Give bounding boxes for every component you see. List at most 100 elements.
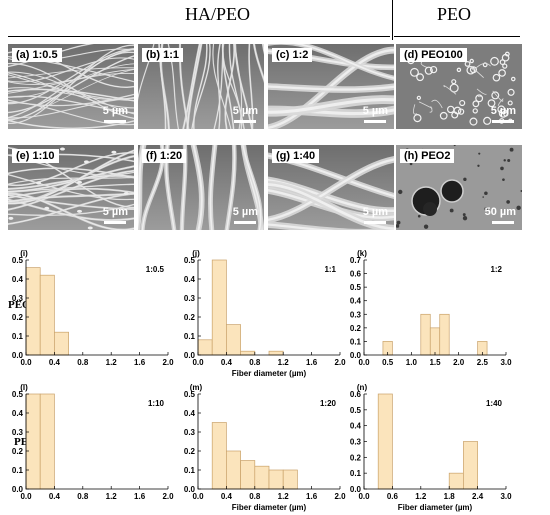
y-tick-label: 0.5 xyxy=(12,256,24,265)
y-tick-label: 0.1 xyxy=(350,337,362,346)
histogram-bar xyxy=(254,465,270,490)
y-tick-label: 0.4 xyxy=(12,409,24,418)
y-tick-label: 0.2 xyxy=(350,324,362,333)
y-tick-label: 0.2 xyxy=(12,313,24,322)
histogram-bar xyxy=(377,393,393,490)
sem-panel-label: (c) 1:2 xyxy=(272,48,313,62)
x-tick-label: 2.0 xyxy=(162,358,174,367)
y-tick-label: 0.3 xyxy=(184,294,196,303)
sem-panel: (g) 1:40 5 µm xyxy=(268,145,394,230)
sem-panel-label: (a) 1:0.5 xyxy=(12,48,62,62)
y-tick-label: 0.5 xyxy=(184,256,196,265)
sem-panel-label: (d) PEO100 xyxy=(400,48,467,62)
sem-panel: (c) 1:2 5 µm xyxy=(268,44,394,129)
y-tick-label: 0.0 xyxy=(12,485,24,494)
header-line-left xyxy=(8,36,390,37)
x-tick-label: 2.0 xyxy=(162,492,174,501)
x-tick-label: 1.2 xyxy=(106,492,118,501)
scale-bar xyxy=(492,221,514,224)
x-tick-label: 1.6 xyxy=(134,358,146,367)
scale-bar-label: 5 µm xyxy=(102,105,128,117)
histogram-bar xyxy=(39,393,55,490)
histogram-bar xyxy=(240,350,256,356)
ratio-annotation: 1:1 xyxy=(324,265,336,274)
histogram-bar xyxy=(211,422,227,490)
histogram-chart: 0.0 0.1 0.2 0.3 0.4 0.5 0.6 0.0 0.6 1.2 1.8 2.4 3.0 (… xyxy=(350,383,512,512)
ratio-annotation: 1:40 xyxy=(486,399,503,408)
scale-bar-label: 5 µm xyxy=(490,105,516,117)
scale-bar-label: 5 µm xyxy=(102,206,128,218)
panel-letter: (i) xyxy=(20,249,28,258)
x-tick-label: 0.6 xyxy=(387,492,399,501)
panel-letter: (k) xyxy=(357,249,367,258)
y-tick-label: 0.3 xyxy=(350,310,362,319)
scale-bar xyxy=(234,221,256,224)
x-tick-label: 1.2 xyxy=(415,492,427,501)
histogram-bar xyxy=(197,339,213,356)
y-tick-label: 0.6 xyxy=(350,390,362,399)
histogram-bar xyxy=(268,469,284,490)
x-tick-label: 0.8 xyxy=(249,358,261,367)
y-tick-label: 0.2 xyxy=(184,447,196,456)
x-axis-label: Fiber diameter (µm) xyxy=(232,369,307,378)
sem-panel: (h) PEO2 50 µm xyxy=(396,145,522,230)
y-tick-label: 0.2 xyxy=(184,313,196,322)
histogram-chart: 0.0 0.1 0.2 0.3 0.4 0.5 0.0 0.4 0.8 1.2 1.6 2.0 (m) 1… xyxy=(184,383,346,512)
panel-letter: (n) xyxy=(357,383,368,392)
y-tick-label: 0.1 xyxy=(184,332,196,341)
x-tick-label: 0.0 xyxy=(358,358,370,367)
x-tick-label: 0.4 xyxy=(221,492,233,501)
x-tick-label: 3.0 xyxy=(500,492,512,501)
ratio-annotation: 1:0.5 xyxy=(146,265,165,274)
y-tick-label: 0.3 xyxy=(184,428,196,437)
x-tick-label: 0.0 xyxy=(192,358,204,367)
header-right: PEO xyxy=(437,4,472,24)
y-tick-label: 0.3 xyxy=(12,294,24,303)
y-tick-label: 0.4 xyxy=(350,297,362,306)
x-tick-label: 0.0 xyxy=(20,492,32,501)
x-tick-label: 2.0 xyxy=(334,492,346,501)
x-tick-label: 1.5 xyxy=(429,358,441,367)
scale-bar-label: 5 µm xyxy=(362,206,388,218)
sem-panel-label: (f) 1:20 xyxy=(142,149,187,163)
x-tick-label: 1.6 xyxy=(306,358,318,367)
x-tick-label: 0.0 xyxy=(192,492,204,501)
histogram-bar xyxy=(448,472,464,490)
y-tick-label: 0.1 xyxy=(12,466,24,475)
ratio-annotation: 1:10 xyxy=(148,399,165,408)
y-tick-label: 0.1 xyxy=(184,466,196,475)
x-tick-label: 0.5 xyxy=(382,358,394,367)
x-tick-label: 0.0 xyxy=(358,492,370,501)
y-tick-label: 0.7 xyxy=(350,256,362,265)
y-tick-label: 0.5 xyxy=(12,390,24,399)
scale-bar xyxy=(364,221,386,224)
y-tick-label: 0.0 xyxy=(12,351,24,360)
sem-panel: (d) PEO100 5 µm xyxy=(396,44,522,129)
histogram-bar xyxy=(439,313,450,356)
x-tick-label: 3.0 xyxy=(500,358,512,367)
y-tick-label: 0.0 xyxy=(184,485,196,494)
y-tick-label: 0.4 xyxy=(350,422,362,431)
y-tick-label: 0.2 xyxy=(12,447,24,456)
y-tick-label: 0.0 xyxy=(350,351,362,360)
y-tick-label: 0.3 xyxy=(350,438,362,447)
sem-panel: (a) 1:0.5 5 µm xyxy=(8,44,134,129)
y-tick-label: 0.5 xyxy=(350,283,362,292)
header-line-right xyxy=(394,36,520,37)
histogram-bar xyxy=(463,441,478,490)
scale-bar-label: 50 µm xyxy=(484,206,516,218)
histogram-bar xyxy=(282,469,298,490)
histogram-bar xyxy=(25,267,41,356)
panel-letter: (m) xyxy=(190,383,203,392)
scale-bar xyxy=(104,120,126,123)
header-left: HA/PEO xyxy=(185,4,251,24)
x-tick-label: 0.8 xyxy=(77,358,89,367)
scale-bar xyxy=(364,120,386,123)
histogram-bar xyxy=(226,450,241,490)
sem-panel-label: (h) PEO2 xyxy=(400,149,455,163)
sem-panel: (f) 1:20 5 µm xyxy=(138,145,264,230)
scale-bar xyxy=(492,120,514,123)
y-tick-label: 0.6 xyxy=(350,270,362,279)
x-tick-label: 2.0 xyxy=(453,358,465,367)
x-tick-label: 0.4 xyxy=(49,358,61,367)
